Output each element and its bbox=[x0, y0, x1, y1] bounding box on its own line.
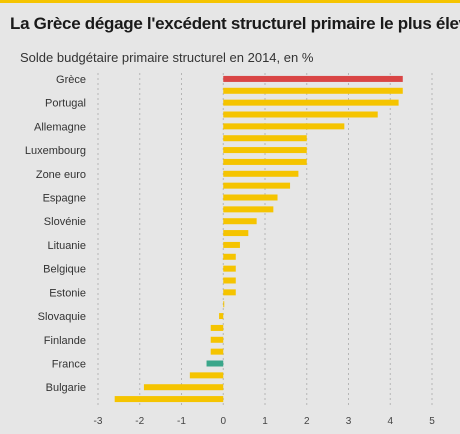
bar bbox=[223, 289, 236, 296]
bar bbox=[210, 324, 224, 331]
bar bbox=[223, 230, 249, 237]
top-accent-bar bbox=[0, 0, 460, 3]
bar bbox=[223, 206, 274, 213]
bar bbox=[114, 396, 224, 403]
bar bbox=[223, 135, 307, 142]
bar bbox=[223, 182, 291, 189]
bar bbox=[223, 301, 225, 308]
bar bbox=[210, 336, 224, 343]
bar bbox=[223, 194, 278, 201]
bar bbox=[223, 147, 307, 154]
x-tick-label: 0 bbox=[220, 416, 226, 427]
x-tick-label: -3 bbox=[94, 416, 103, 427]
x-tick-label: -1 bbox=[177, 416, 186, 427]
bar bbox=[210, 348, 224, 355]
category-label: Portugal bbox=[45, 98, 86, 110]
bar bbox=[189, 372, 224, 379]
bar bbox=[143, 384, 224, 391]
category-label: Luxembourg bbox=[25, 145, 86, 157]
x-tick-label: -2 bbox=[135, 416, 144, 427]
bar bbox=[223, 158, 307, 165]
x-tick-label: 2 bbox=[304, 416, 310, 427]
bar bbox=[223, 265, 236, 272]
x-tick-label: 5 bbox=[429, 416, 435, 427]
category-label: Belgique bbox=[43, 264, 86, 276]
chart-title: La Grèce dégage l'excédent structurel pr… bbox=[10, 14, 460, 33]
category-label: Finlande bbox=[44, 335, 86, 347]
bar bbox=[206, 360, 224, 367]
x-tick-label: 3 bbox=[346, 416, 352, 427]
category-label: Grèce bbox=[56, 74, 86, 86]
bar bbox=[223, 170, 299, 177]
bar bbox=[223, 99, 399, 106]
bar bbox=[223, 123, 345, 130]
bar bbox=[223, 277, 236, 284]
bar bbox=[223, 87, 403, 94]
category-label: Allemagne bbox=[34, 121, 86, 133]
bar bbox=[223, 241, 240, 248]
category-label: Zone euro bbox=[36, 169, 86, 181]
bar bbox=[223, 111, 378, 118]
category-label: Espagne bbox=[43, 193, 86, 205]
category-label: Bulgarie bbox=[46, 382, 86, 394]
x-tick-label: 4 bbox=[387, 416, 393, 427]
bar bbox=[223, 218, 257, 225]
x-tick-label: 1 bbox=[262, 416, 268, 427]
category-label: Estonie bbox=[49, 287, 86, 299]
bar bbox=[219, 313, 224, 320]
chart-subtitle: Solde budgétaire primaire structurel en … bbox=[20, 50, 314, 65]
bar bbox=[223, 75, 403, 82]
category-label: Slovénie bbox=[44, 216, 86, 228]
category-label: France bbox=[52, 359, 86, 371]
category-label: Slovaquie bbox=[38, 311, 86, 323]
category-label: Lituanie bbox=[47, 240, 86, 252]
bar bbox=[223, 253, 236, 260]
